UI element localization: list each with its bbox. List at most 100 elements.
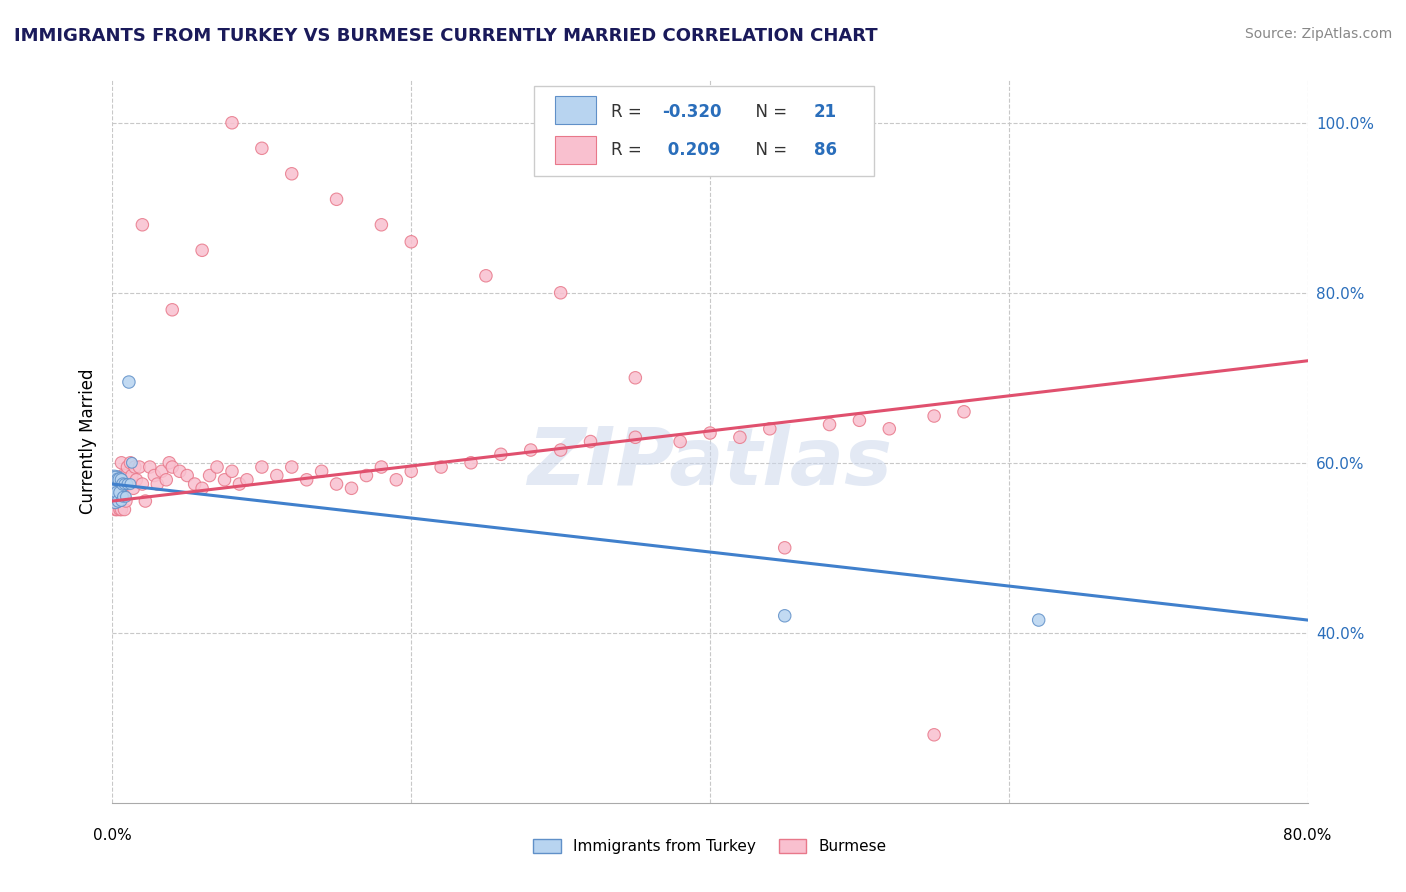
Point [111, 468, 134, 483]
Point [114, 502, 135, 516]
Point [110, 477, 132, 491]
Point [176, 468, 198, 483]
Point [104, 473, 127, 487]
Point [669, 434, 692, 449]
Point [191, 244, 214, 258]
Point [953, 405, 976, 419]
Text: 0.209: 0.209 [662, 141, 721, 159]
Text: 21: 21 [814, 103, 837, 120]
Point [295, 473, 318, 487]
Point [221, 116, 243, 130]
Point [728, 430, 751, 444]
Point [111, 490, 134, 504]
Point [236, 473, 259, 487]
Point [401, 464, 423, 478]
Point [108, 485, 131, 500]
Point [107, 473, 129, 487]
Text: 80.0%: 80.0% [1284, 828, 1331, 843]
Point [773, 608, 796, 623]
Point [818, 417, 841, 432]
Point [121, 468, 143, 483]
Point [489, 447, 512, 461]
Point [385, 473, 408, 487]
Point [105, 502, 128, 516]
Text: N =: N = [745, 103, 792, 120]
Point [1028, 613, 1050, 627]
Text: 0.0%: 0.0% [93, 828, 132, 843]
Point [550, 443, 572, 458]
Point [108, 473, 131, 487]
Point [340, 481, 363, 495]
Point [115, 490, 138, 504]
Point [460, 456, 482, 470]
Point [125, 473, 148, 487]
Point [475, 268, 498, 283]
Point [157, 456, 180, 470]
Point [773, 541, 796, 555]
Point [266, 468, 288, 483]
Point [214, 473, 236, 487]
Point [624, 371, 647, 385]
Point [120, 477, 142, 491]
FancyBboxPatch shape [534, 86, 873, 176]
Point [118, 375, 141, 389]
Point [107, 494, 129, 508]
Y-axis label: Currently Married: Currently Married [79, 368, 97, 515]
Point [110, 473, 132, 487]
Point [134, 494, 156, 508]
Point [848, 413, 870, 427]
Point [922, 728, 945, 742]
Point [128, 460, 150, 475]
Text: -0.320: -0.320 [662, 103, 721, 120]
Point [221, 464, 243, 478]
Point [139, 460, 162, 475]
Point [117, 477, 139, 491]
Point [110, 494, 132, 508]
Text: R =: R = [610, 103, 647, 120]
Point [370, 460, 392, 475]
Point [281, 167, 304, 181]
Text: 86: 86 [814, 141, 837, 159]
Point [121, 456, 143, 470]
Point [103, 477, 125, 491]
Point [250, 460, 273, 475]
Point [120, 456, 142, 470]
Point [108, 485, 131, 500]
Point [104, 494, 127, 508]
Point [356, 468, 378, 483]
Point [162, 302, 183, 317]
Point [115, 468, 138, 483]
Point [111, 485, 134, 500]
Point [108, 502, 131, 516]
Point [520, 443, 543, 458]
Point [250, 141, 273, 155]
Point [281, 460, 304, 475]
Point [103, 494, 125, 508]
Point [105, 477, 128, 491]
Point [370, 218, 392, 232]
Point [325, 477, 347, 491]
Point [183, 477, 205, 491]
Point [879, 422, 901, 436]
Point [104, 502, 127, 516]
Point [191, 481, 214, 495]
Point [162, 460, 183, 475]
Text: N =: N = [745, 141, 792, 159]
Point [579, 434, 602, 449]
Point [114, 477, 135, 491]
Point [110, 456, 132, 470]
Point [550, 285, 572, 300]
Point [111, 477, 134, 491]
Point [105, 485, 128, 500]
Point [107, 494, 129, 508]
Point [105, 485, 128, 500]
Point [104, 477, 127, 491]
Point [401, 235, 423, 249]
Point [699, 425, 721, 440]
FancyBboxPatch shape [554, 136, 596, 164]
Point [110, 502, 132, 516]
Point [117, 460, 139, 475]
Point [169, 464, 191, 478]
FancyBboxPatch shape [554, 96, 596, 124]
Point [114, 477, 135, 491]
